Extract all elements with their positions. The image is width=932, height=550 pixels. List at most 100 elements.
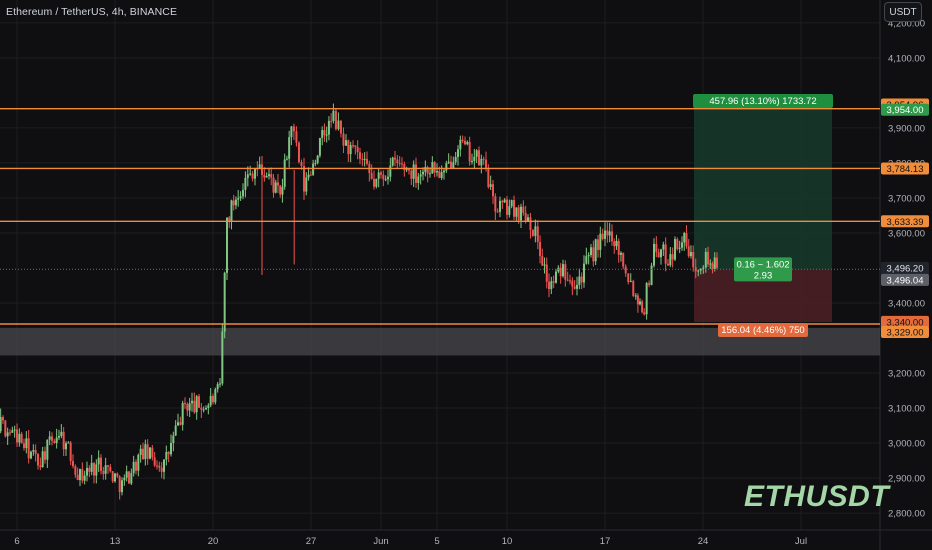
candle-body — [323, 130, 326, 136]
entry-badge-bg — [881, 273, 929, 286]
candle-body — [9, 432, 11, 434]
candle-body — [219, 383, 221, 385]
candle-body — [396, 159, 399, 164]
candle-body — [263, 174, 266, 178]
candle-body — [0, 417, 2, 432]
candle-body — [307, 174, 310, 178]
candle-body — [422, 171, 424, 175]
candle-body — [587, 255, 590, 257]
target-label[interactable]: 457.96 (13.10%) 1733.72 — [693, 94, 833, 108]
candle-body — [254, 168, 256, 179]
stop-label-bg — [718, 323, 808, 337]
stop-label[interactable]: 156.04 (4.46%) 750 — [718, 323, 808, 337]
candle-body — [53, 440, 56, 443]
candle-body — [520, 206, 522, 221]
candle-body — [389, 165, 392, 177]
candle-body — [401, 163, 403, 165]
candle-body — [689, 251, 692, 257]
candle-body — [76, 474, 79, 481]
risk-reward-box-bg — [734, 257, 792, 282]
candle-body — [128, 471, 130, 484]
candle-body — [482, 158, 485, 160]
candle-body — [415, 164, 417, 183]
candle-body — [272, 177, 275, 193]
candle-body — [121, 480, 123, 493]
candle-body — [380, 172, 382, 175]
candle-body — [611, 231, 613, 242]
candle-body — [394, 157, 396, 160]
candle-body — [325, 134, 328, 136]
price-tick-label: 2,900.00 — [888, 474, 925, 485]
candle-body — [123, 477, 126, 481]
candle-body — [473, 156, 476, 162]
entry-badge: 3,496.04 — [887, 275, 924, 286]
candle-body — [339, 120, 342, 134]
levels-layer[interactable]: 457.96 (13.10%) 1733.72 156.04 (4.46%) 75… — [0, 94, 880, 337]
candle-body — [186, 403, 189, 411]
price-tick-label: 3,700.00 — [888, 193, 925, 204]
candle-body — [454, 156, 457, 163]
candle-body — [2, 417, 4, 421]
candle-body — [111, 471, 114, 482]
candle-body — [130, 473, 133, 484]
candle-body — [137, 454, 140, 471]
candle-body — [23, 443, 25, 449]
candle-body — [246, 174, 249, 178]
candle-body — [517, 207, 520, 221]
candle-body — [608, 231, 611, 236]
candle-body — [555, 271, 557, 283]
candle-body — [475, 150, 478, 157]
candle-body — [198, 396, 200, 408]
candle-body — [32, 450, 35, 452]
candle-body — [114, 473, 116, 482]
candle-body — [634, 295, 637, 297]
candle-body — [548, 281, 550, 290]
candle-body — [142, 448, 144, 460]
candle-body — [81, 469, 84, 481]
candle-body — [375, 178, 378, 187]
candle-body — [90, 462, 93, 472]
candle-body — [214, 389, 217, 403]
time-axis[interactable]: 6 13 20 27 Jun 5 10 17 24 Jul — [14, 536, 807, 547]
candle-body — [230, 200, 233, 221]
candle-body — [585, 256, 588, 264]
candle-body — [97, 457, 100, 465]
candle-body — [489, 184, 492, 187]
candle-body — [499, 200, 501, 212]
level-badge-bg — [881, 215, 929, 228]
candle-body — [265, 175, 268, 178]
stop-badge: 3,340.00 — [887, 317, 924, 328]
candle-body — [48, 436, 51, 440]
candle-body — [683, 233, 686, 243]
candle-body — [636, 295, 639, 305]
symbol-title[interactable]: Ethereum / TetherUS, 4h, BINANCE — [6, 6, 178, 18]
candle-body — [429, 173, 431, 175]
candle-body — [209, 395, 212, 406]
candle-body — [283, 159, 286, 187]
candle-body — [492, 184, 494, 197]
candle-body — [403, 164, 406, 171]
candle-body — [297, 142, 300, 163]
candle-body — [83, 475, 86, 481]
candle-body — [377, 172, 380, 179]
candle-body — [650, 265, 653, 285]
candle-body — [285, 158, 288, 160]
price-tick-label: 3,900.00 — [888, 123, 925, 134]
candle-body — [359, 152, 361, 159]
candle-body — [44, 451, 46, 460]
candle-body — [515, 207, 518, 217]
candle-body — [373, 178, 375, 187]
candle-body — [410, 170, 413, 179]
candle-body — [79, 469, 81, 481]
candle-body — [408, 169, 410, 171]
candle-body — [510, 200, 513, 207]
candle-body — [95, 464, 98, 476]
candle-body — [30, 451, 32, 459]
price-tick-label: 3,100.00 — [888, 404, 925, 415]
candle-body — [153, 457, 156, 466]
currency-button[interactable]: USDT — [884, 2, 922, 22]
candle-body — [501, 200, 504, 203]
